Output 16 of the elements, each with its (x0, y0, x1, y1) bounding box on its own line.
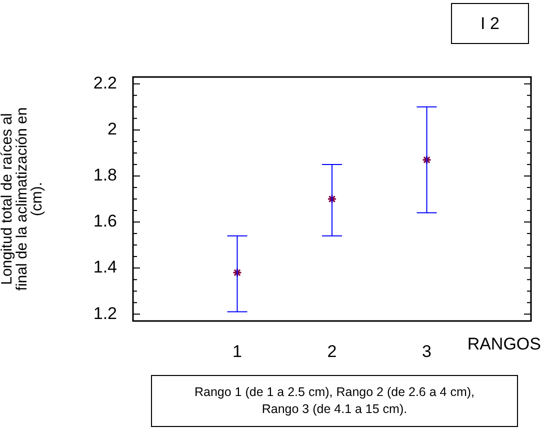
text: Rango 1 (de 1 a 2.5 cm), Rango 2 (de 2.6 a 4 cm), Rango 3 (de 4.1 a 15 cm). (151, 375, 518, 427)
x-tick-label: 2 (327, 342, 337, 361)
y-tick-label: 1.6 (93, 212, 117, 231)
y-tick-label: 1.4 (93, 258, 117, 277)
y-tick-label: 2.2 (93, 74, 117, 93)
text: I 2 (451, 3, 529, 44)
x-tick-label: 3 (422, 342, 432, 361)
y-tick-label: 2 (108, 120, 117, 139)
point (422, 155, 432, 165)
point (232, 268, 242, 278)
y-tick-label: 1.2 (93, 304, 117, 323)
y-tick-label: 1.8 (93, 166, 117, 185)
point (327, 194, 337, 204)
x-tick-label: 1 (232, 342, 242, 361)
x-axis-title: RANGOS (467, 334, 541, 354)
y-axis-title: Longitud total de raíces al final de la aclimatización en (cm). (0, 107, 46, 291)
